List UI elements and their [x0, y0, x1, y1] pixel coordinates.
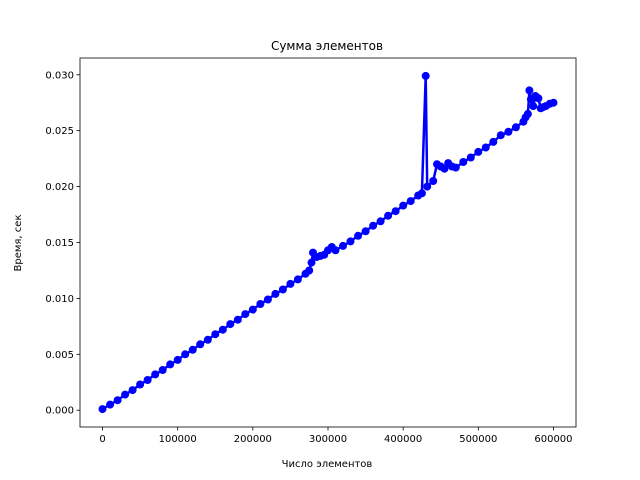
data-point [226, 320, 235, 329]
data-point [286, 279, 295, 288]
data-point [423, 182, 432, 191]
data-point [278, 285, 287, 294]
data-point [406, 197, 415, 206]
data-point [173, 355, 182, 364]
data-point [399, 201, 408, 210]
data-point [98, 405, 107, 414]
x-axis-label: Число элементов [282, 459, 373, 470]
data-point [525, 86, 534, 95]
data-point [233, 315, 242, 324]
x-tick-label: 200000 [234, 434, 272, 445]
y-axis-label: Время, сек [13, 215, 24, 272]
data-point [489, 137, 498, 146]
x-tick-label: 300000 [309, 434, 347, 445]
chart-title: Сумма элементов [271, 39, 383, 53]
data-point [331, 246, 340, 255]
data-point [218, 325, 227, 334]
data-point [136, 380, 145, 389]
y-tick-label: 0.015 [45, 238, 74, 249]
data-point [523, 109, 532, 118]
data-point [417, 189, 426, 198]
data-point [466, 153, 475, 162]
data-point [166, 360, 175, 369]
data-point [181, 350, 190, 359]
data-point [384, 211, 393, 220]
y-tick-label: 0.010 [45, 294, 74, 305]
x-tick-label: 100000 [159, 434, 197, 445]
y-tick-label: 0.020 [45, 182, 74, 193]
data-point [376, 217, 385, 226]
y-tick-label: 0.030 [45, 70, 74, 81]
data-point [361, 227, 370, 236]
data-point [271, 289, 280, 298]
data-point [511, 123, 520, 132]
data-point [339, 241, 347, 250]
data-point [256, 300, 265, 308]
x-axis: 0 100000 200000 300000 400000 500000 600000 [99, 427, 573, 445]
plot-area [98, 71, 558, 414]
data-point [429, 177, 438, 185]
data-point [113, 396, 122, 405]
data-point [346, 237, 355, 246]
data-point [504, 127, 513, 136]
data-point [354, 231, 363, 240]
y-tick-label: 0.005 [45, 350, 74, 361]
data-point [151, 370, 160, 379]
x-tick-label: 600000 [534, 434, 572, 445]
y-axis: 0.000 0.005 0.010 0.015 0.020 0.025 0.030 [45, 70, 80, 417]
data-point [459, 158, 468, 166]
data-point [496, 131, 505, 140]
data-point [188, 345, 197, 354]
data-point [534, 94, 543, 103]
data-point [451, 163, 460, 172]
data-point [128, 386, 137, 395]
data-point [196, 340, 205, 349]
data-point [241, 310, 250, 319]
data-point [421, 71, 430, 80]
data-point [474, 147, 483, 156]
data-point [307, 258, 316, 267]
x-tick-label: 400000 [384, 434, 422, 445]
data-point [549, 98, 558, 107]
data-point [481, 143, 490, 152]
data-point [106, 400, 115, 409]
data-point [369, 221, 378, 230]
data-point [158, 366, 167, 374]
x-tick-label: 500000 [459, 434, 497, 445]
x-tick-label: 0 [99, 434, 105, 445]
y-tick-label: 0.000 [45, 406, 74, 417]
data-point [305, 266, 314, 275]
data-point [293, 275, 302, 284]
data-point [211, 330, 220, 339]
data-point [391, 207, 400, 216]
data-point [248, 305, 257, 314]
data-point [143, 376, 152, 384]
data-point [263, 295, 272, 304]
data-point [529, 102, 538, 111]
y-tick-label: 0.025 [45, 126, 74, 137]
data-point [203, 335, 212, 344]
data-point [121, 390, 130, 399]
series-line [101, 74, 555, 411]
